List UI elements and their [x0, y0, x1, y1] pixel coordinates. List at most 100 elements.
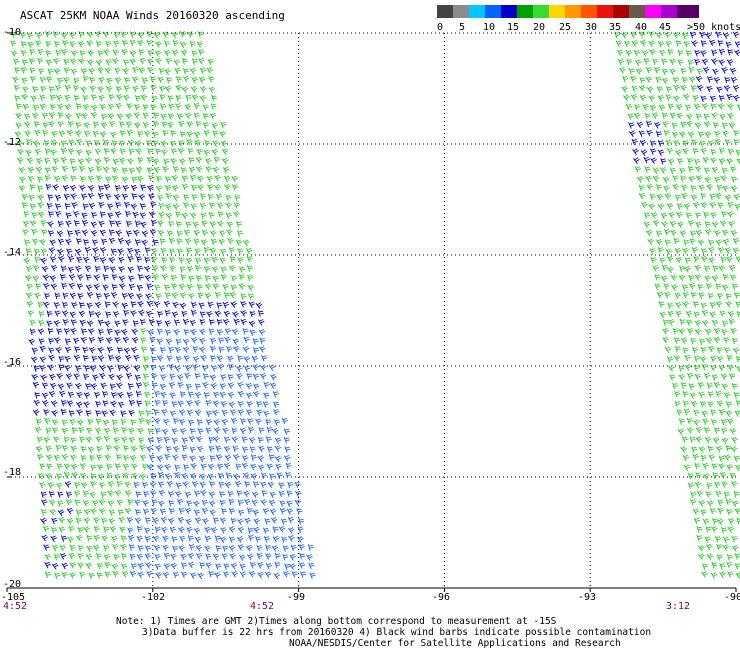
wind-barb — [127, 498, 134, 506]
wind-barb — [127, 534, 135, 542]
wind-barb — [186, 526, 193, 534]
wind-barb — [223, 445, 231, 453]
wind-barb — [73, 84, 80, 92]
wind-barb — [158, 500, 165, 508]
wind-barb — [243, 336, 250, 344]
wind-barb — [622, 94, 630, 102]
wind-barb — [31, 347, 38, 355]
wind-barb — [207, 473, 215, 481]
wind-barb — [181, 454, 188, 461]
wind-barb — [686, 113, 693, 121]
wind-barb — [173, 417, 180, 425]
wind-barb — [129, 167, 136, 175]
wind-barb — [723, 454, 731, 461]
wind-barb — [34, 292, 41, 300]
wind-barb — [60, 147, 68, 155]
wind-barb — [134, 499, 141, 506]
wind-barb — [214, 174, 221, 182]
wind-barb — [48, 210, 54, 218]
wind-barb — [204, 526, 211, 534]
wind-barb — [43, 301, 50, 309]
wind-barb — [273, 408, 280, 416]
wind-barb — [240, 301, 247, 308]
wind-barb — [707, 500, 714, 507]
wind-barb — [727, 364, 734, 372]
wind-barb — [209, 345, 217, 353]
wind-barb — [225, 212, 232, 220]
wind-barb — [732, 31, 740, 39]
wind-barb — [657, 149, 665, 157]
wind-barb — [25, 248, 32, 255]
wind-barb — [678, 274, 686, 281]
wind-barb — [677, 428, 685, 436]
wind-barb — [73, 94, 80, 102]
wind-barb — [102, 284, 109, 291]
wind-barb — [125, 230, 133, 237]
wind-barb — [709, 95, 717, 103]
wind-barb — [199, 481, 206, 489]
wind-barb — [170, 158, 177, 165]
wind-barb — [101, 517, 108, 525]
wind-barb — [228, 265, 236, 272]
wind-barb — [671, 284, 678, 291]
wind-barb — [79, 319, 86, 327]
wind-barb — [199, 202, 207, 210]
wind-barb — [128, 399, 136, 407]
wind-barb — [727, 211, 734, 218]
wind-barb — [42, 392, 49, 399]
wind-barb — [203, 257, 211, 265]
wind-barb — [82, 490, 90, 498]
wind-barb — [212, 283, 220, 290]
wind-barb — [34, 426, 42, 434]
wind-barb — [144, 391, 151, 399]
wind-barb — [14, 130, 22, 138]
wind-barb — [227, 490, 234, 498]
wind-barb — [88, 572, 95, 580]
wind-barb — [52, 419, 59, 426]
wind-barb — [79, 301, 85, 309]
wind-barb — [122, 336, 130, 344]
wind-barb — [732, 85, 740, 92]
wind-barb — [182, 346, 190, 353]
wind-barb — [721, 328, 728, 336]
wind-barb — [172, 194, 180, 201]
wind-barb — [213, 427, 221, 434]
wind-barb — [104, 454, 111, 461]
wind-barb — [78, 31, 85, 38]
wind-barb — [170, 129, 177, 137]
wind-barb — [715, 239, 723, 247]
wind-barb — [132, 211, 139, 219]
wind-barb — [26, 292, 33, 300]
wind-barb — [246, 265, 253, 272]
wind-barb — [67, 230, 74, 237]
wind-barb — [51, 526, 58, 534]
wind-barb — [55, 49, 62, 57]
wind-barb — [26, 283, 33, 291]
wind-barb — [159, 94, 166, 101]
wind-barb — [272, 526, 279, 533]
wind-barb — [40, 248, 48, 255]
wind-barb — [160, 374, 167, 381]
wind-barb — [232, 445, 239, 453]
wind-barb — [57, 77, 64, 84]
wind-barb — [112, 57, 119, 65]
wind-barb — [144, 247, 151, 254]
wind-barb — [672, 183, 679, 191]
wind-barb — [115, 229, 123, 237]
wind-barb — [236, 489, 243, 497]
wind-barb — [29, 328, 36, 336]
wind-barb — [171, 536, 178, 543]
wind-barb — [47, 230, 55, 237]
wind-barb — [734, 553, 740, 560]
wind-barb — [156, 355, 164, 362]
wind-barb — [236, 536, 244, 543]
wind-barb — [217, 363, 225, 371]
wind-barb — [127, 292, 135, 300]
wind-barb — [86, 291, 94, 299]
wind-barb — [146, 139, 153, 147]
wind-barb — [721, 481, 728, 488]
wind-barb — [650, 256, 657, 264]
wind-barb — [37, 453, 44, 461]
wind-barb — [18, 185, 26, 192]
wind-barb — [680, 337, 688, 345]
